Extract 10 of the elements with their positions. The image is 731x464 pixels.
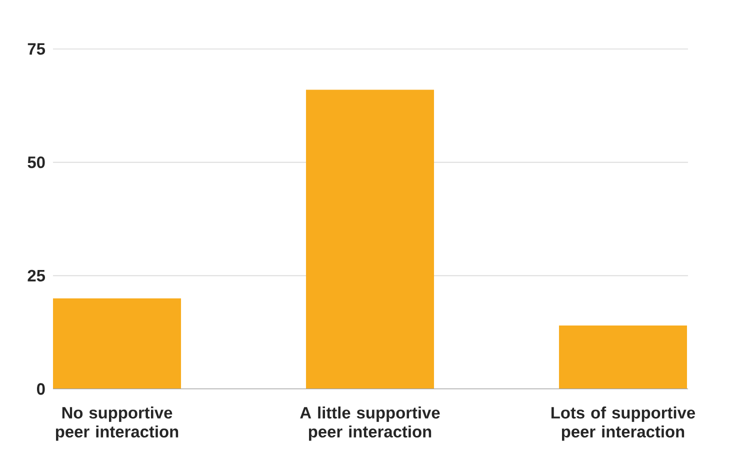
y-tick-label: 25	[28, 270, 46, 282]
bar	[558, 326, 687, 389]
bar	[306, 90, 434, 389]
y-tick-label: 0	[36, 383, 45, 395]
bar	[53, 298, 182, 389]
x-tick-label: No supportive peer interaction	[56, 406, 178, 441]
x-tick-label: Lots of supportive peer interaction	[551, 406, 696, 441]
y-tick-label: 50	[28, 156, 45, 168]
y-tick-label: 75	[28, 43, 46, 55]
x-tick-label: A little supportive peer interaction	[300, 406, 440, 441]
